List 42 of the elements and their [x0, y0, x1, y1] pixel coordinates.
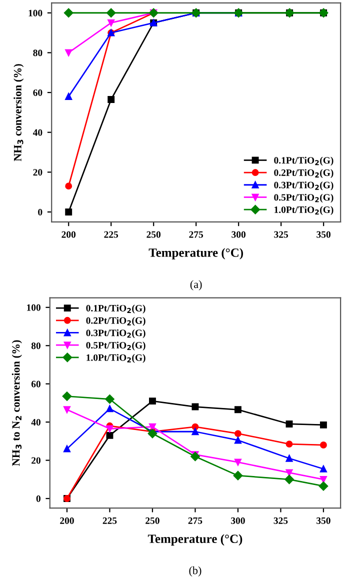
x-tick-label: 300 [231, 517, 245, 524]
legend-label: 0.1Pt/TiO$_{2}$(G) [274, 156, 334, 166]
legend-label: 0.2Pt/TiO$_{2}$(G) [86, 316, 146, 326]
x-tick-label: 200 [62, 231, 76, 238]
x-axis-title: Temperature (°C) [148, 534, 242, 546]
legend-label: 0.5Pt/TiO$_{2}$(G) [86, 342, 146, 351]
x-tick-label: 250 [146, 517, 160, 524]
y-tick-label: 100 [28, 10, 42, 16]
y-tick-label: 20 [32, 457, 40, 464]
x-tick-label: 350 [316, 517, 330, 524]
legend-label: 0.5Pt/TiO$_{2}$(G) [274, 194, 334, 203]
x-tick-label: 300 [232, 231, 246, 238]
y-tick-label: 80 [31, 342, 40, 350]
x-tick-label: 275 [188, 517, 202, 524]
x-tick-label: 325 [274, 231, 288, 238]
legend-label: 0.3Pt/TiO$_{2}$(G) [274, 181, 334, 190]
x-tick-label: 250 [146, 231, 161, 238]
x-axis-title: Temperature (°C) [148, 248, 243, 260]
y-axis-title: NH$_{3}$ conversion (%) [14, 64, 24, 162]
x-tick-label: 225 [104, 231, 118, 238]
x-tick-label: 275 [189, 231, 204, 238]
legend-label: 1.0Pt/TiO$_{2}$(G) [274, 206, 334, 215]
x-tick-label: 325 [274, 517, 288, 524]
text: (b) [189, 566, 202, 576]
y-tick-label: 40 [32, 129, 42, 136]
legend-label: 1.0Pt/TiO$_{2}$(G) [86, 354, 146, 363]
y-tick-label: 0 [38, 208, 42, 216]
y-tick-label: 80 [33, 50, 42, 56]
y-tick-label: 40 [31, 418, 40, 426]
text: (a) [190, 280, 202, 290]
y-tick-label: 20 [33, 169, 42, 176]
x-tick-label: 225 [102, 517, 117, 524]
x-tick-label: 200 [60, 517, 74, 524]
y-axis-title: NH$_{3}$ to N$_{2}$ conversion (%) [12, 340, 22, 466]
legend-label: 0.2Pt/TiO$_{2}$(G) [274, 169, 334, 178]
y-tick-label: 0 [36, 495, 40, 502]
x-tick-label: 350 [316, 231, 330, 238]
legend-label: 0.3Pt/TiO$_{2}$(G) [86, 329, 146, 338]
y-tick-label: 100 [27, 304, 40, 311]
y-tick-label: 60 [33, 89, 42, 96]
legend-label: 0.1Pt/TiO$_{2}$(G) [86, 304, 146, 314]
y-tick-label: 60 [31, 380, 40, 388]
